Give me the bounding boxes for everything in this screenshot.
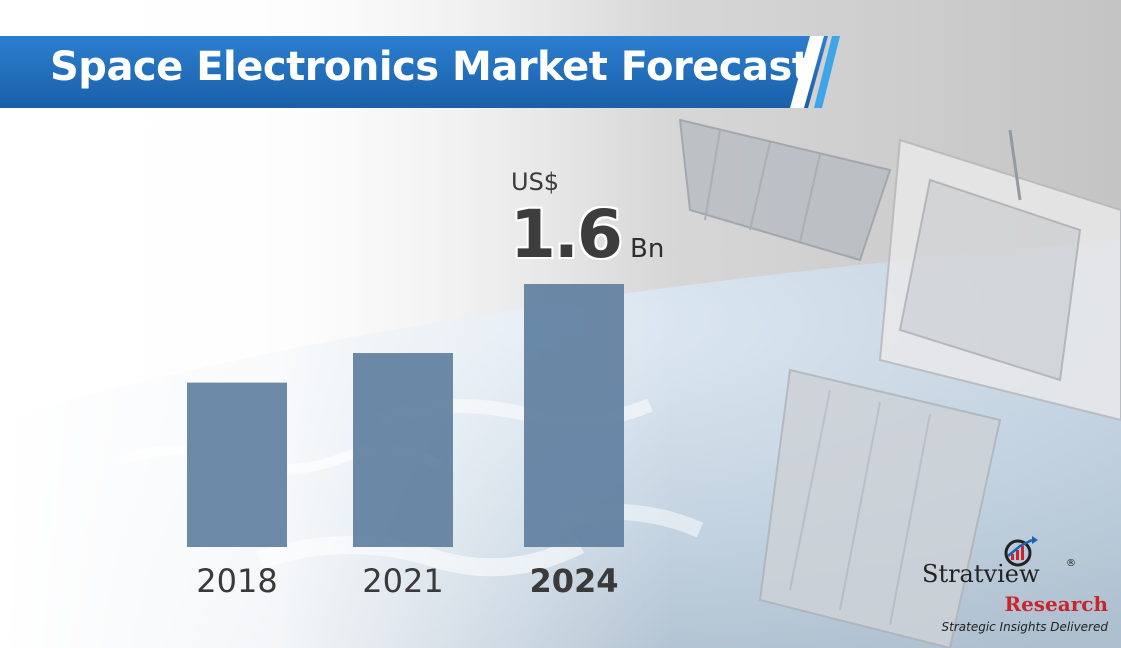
logo-tagline: Strategic Insights Delivered <box>941 620 1109 634</box>
logo-name: Stratview <box>922 560 1040 588</box>
callout-unit: Bn <box>630 234 665 264</box>
callout-value: 1.6 <box>510 196 623 273</box>
title-banner <box>0 36 840 108</box>
chart-title: Space Electronics Market Forecast <box>50 44 811 90</box>
x-tick-label-2024: 2024 <box>529 562 618 600</box>
logo-research: Research <box>1004 592 1108 616</box>
brand-logo: Stratview ® Research Strategic Insights … <box>916 536 1112 640</box>
x-tick-label-2018: 2018 <box>196 562 277 600</box>
bar-2024 <box>524 284 624 547</box>
x-tick-label-2021: 2021 <box>362 562 443 600</box>
callout-currency: US$ <box>511 168 560 196</box>
logo-growth-icon <box>1004 536 1038 567</box>
bar-2021 <box>353 353 453 547</box>
logo-registered-mark: ® <box>1066 558 1076 569</box>
bar-2018 <box>187 382 287 547</box>
